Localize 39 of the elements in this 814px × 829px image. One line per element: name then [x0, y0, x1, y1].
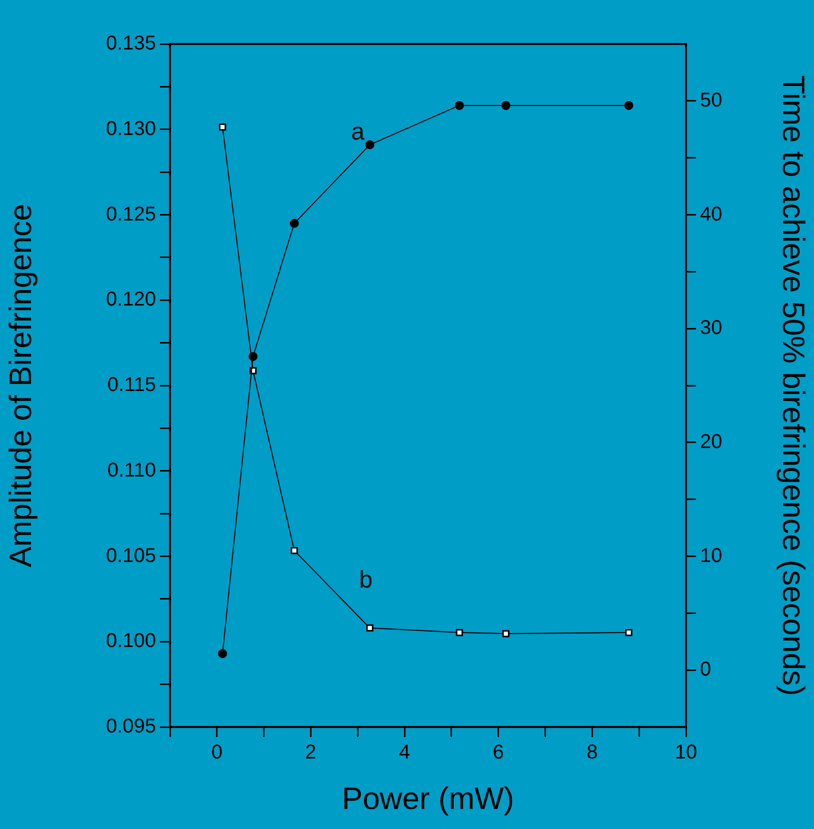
- point: [502, 630, 510, 638]
- y-axis-title: Amplitude of Birefringence: [3, 204, 38, 568]
- y-tick-label: 0.130: [106, 118, 156, 140]
- series-label: b: [359, 566, 373, 594]
- y-tick-label: 0.105: [106, 544, 156, 567]
- y2-tick-label: 40: [700, 203, 722, 226]
- x-tick-label: 0: [211, 742, 222, 764]
- y2-tick-label: 0: [700, 658, 712, 681]
- y-tick-label: 0.120: [106, 288, 156, 311]
- y2-tick-label: 10: [700, 544, 722, 567]
- point: [218, 649, 228, 658]
- point: [248, 352, 258, 361]
- point: [365, 140, 374, 150]
- point: [501, 100, 510, 110]
- y-tick-label: 0.100: [106, 630, 156, 652]
- y-tick-label: 0.095: [106, 716, 156, 738]
- point: [290, 546, 298, 554]
- y-tick-label: 0.135: [106, 32, 156, 55]
- x-tick-label: 4: [398, 742, 410, 764]
- x-tick-label: 10: [674, 742, 698, 764]
- x-tick-label: 8: [586, 742, 598, 764]
- x-tick-label: 2: [305, 742, 316, 764]
- x-tick-label: 6: [492, 742, 504, 764]
- point: [454, 100, 464, 110]
- x-axis-title: Power (mW): [342, 780, 514, 816]
- point: [624, 100, 634, 110]
- y2-axis-title: Time to achieve 50% birefringence (seconds): [776, 75, 811, 696]
- y-tick-label: 0.115: [107, 374, 156, 396]
- point: [625, 628, 632, 636]
- point: [290, 218, 299, 228]
- y-tick-label: 0.110: [107, 459, 156, 482]
- point: [218, 124, 226, 131]
- y-tick-label: 0.125: [106, 203, 156, 226]
- y2-tick-label: 50: [700, 89, 722, 112]
- series-label: a: [351, 118, 366, 146]
- y2-tick-label: 20: [700, 430, 722, 453]
- point: [366, 624, 374, 632]
- y2-tick-label: 30: [700, 317, 722, 340]
- point: [456, 628, 464, 636]
